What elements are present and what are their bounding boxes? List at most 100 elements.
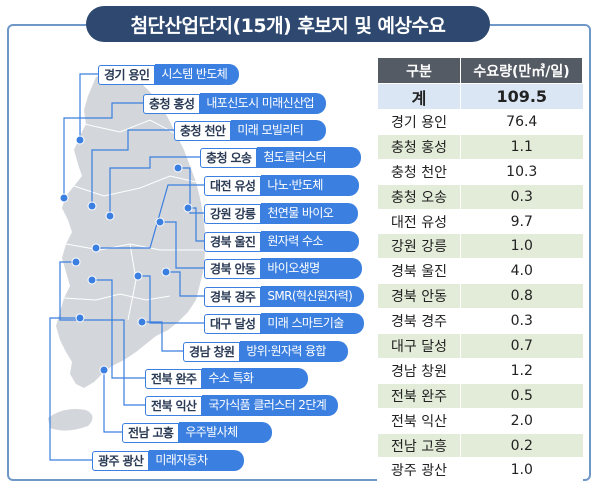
col-header-demand: 수요량(만㎥/일) (460, 57, 583, 84)
site-field: SMR(혁신원자력) (261, 286, 365, 307)
site-field: 우주발사체 (179, 422, 272, 443)
site-name: 대전 유성 (204, 175, 262, 196)
site-label: 경남 창원 방위·원자력 융합 (183, 341, 348, 362)
site-marker-dot (161, 267, 171, 277)
site-name: 경기 용인 (98, 64, 156, 85)
site-field: 첨도클러스터 (257, 147, 361, 168)
row-label: 충청 천안 (377, 159, 461, 185)
site-field: 바이오생명 (261, 258, 362, 279)
site-field: 국가식품 클러스터 2단계 (202, 395, 339, 416)
site-name: 전북 익산 (145, 395, 203, 416)
table-row: 경북 울진 4.0 (377, 258, 583, 285)
table-row: 전북 완주 0.5 (377, 383, 583, 409)
leader-line (103, 370, 122, 433)
table-row: 광주 광산 1.0 (377, 457, 583, 484)
row-label: 충청 오송 (377, 184, 461, 210)
site-name: 전북 완주 (145, 368, 203, 389)
site-field: 나노·반도체 (261, 175, 359, 196)
row-label: 경북 울진 (377, 258, 461, 285)
site-name: 전남 고흥 (122, 422, 180, 443)
leader-line (63, 102, 143, 198)
total-value: 109.5 (460, 83, 583, 110)
row-value: 9.7 (460, 209, 583, 235)
table-row: 대구 달성 0.7 (377, 333, 583, 359)
site-label: 전남 고흥 우주발사체 (122, 422, 272, 443)
site-marker-dot (59, 193, 69, 203)
site-name: 경북 울진 (204, 231, 262, 252)
site-label: 경북 안동 바이오생명 (204, 258, 362, 279)
leader-line (59, 261, 145, 406)
site-name: 대구 달성 (204, 313, 262, 334)
leader-line (138, 275, 204, 324)
page-title: 첨단산업단지(15개) 후보지 및 예상수요 (86, 6, 490, 42)
site-label: 경북 경주 SMR(혁신원자력) (204, 286, 365, 307)
row-value: 1.0 (460, 457, 583, 484)
row-label: 대구 달성 (377, 333, 461, 359)
table-row: 경북 경주 0.3 (377, 308, 583, 335)
row-label: 충청 홍성 (377, 134, 461, 160)
row-label: 대전 유성 (377, 209, 461, 235)
row-value: 4.0 (460, 258, 583, 285)
total-label: 계 (377, 83, 461, 110)
row-label: 광주 광산 (377, 457, 461, 484)
site-field: 원자력 수소 (261, 231, 359, 252)
site-name: 충청 홍성 (143, 93, 201, 114)
table-row: 경남 창원 1.2 (377, 358, 583, 384)
site-marker-dot (87, 201, 97, 211)
row-value: 0.3 (460, 308, 583, 335)
site-field: 미래자동차 (149, 450, 244, 471)
site-marker-dot (183, 203, 193, 213)
site-marker-dot (173, 163, 183, 173)
table-row: 충청 홍성 1.1 (377, 134, 583, 160)
site-label: 경북 울진 원자력 수소 (204, 231, 359, 252)
site-label: 전북 완주 수소 특화 (145, 368, 308, 389)
site-field: 미래 모빌리티 (231, 120, 326, 141)
row-label: 강원 강릉 (377, 233, 461, 260)
row-value: 76.4 (460, 109, 583, 135)
leader-line (91, 129, 174, 206)
site-marker-dot (105, 211, 115, 221)
col-header-category: 구분 (377, 57, 461, 84)
site-field: 방위·원자력 융합 (240, 341, 348, 362)
site-marker-dot (75, 313, 85, 323)
site-name: 강원 강릉 (204, 203, 262, 224)
row-value: 0.7 (460, 333, 583, 359)
site-name: 경북 안동 (204, 258, 262, 279)
table-row: 전북 익산 2.0 (377, 408, 583, 434)
site-marker-dot (99, 365, 109, 375)
site-label: 강원 강릉 천연물 바이오 (204, 203, 358, 224)
table-row: 경북 안동 0.8 (377, 283, 583, 310)
row-value: 10.3 (460, 159, 583, 185)
site-label: 충청 오송 첨도클러스터 (200, 147, 361, 168)
leader-line (109, 156, 200, 216)
site-label: 대구 달성 미래 스마트기술 (204, 313, 364, 334)
demand-table: 구분 수요량(만㎥/일) 계 109.5 경기 용인 76.4 충청 홍성 1.1 충청… (377, 57, 583, 484)
site-field: 내포신도시 미래신산업 (200, 93, 326, 114)
leader-line (142, 321, 183, 352)
leader-line (160, 221, 204, 269)
site-label: 대전 유성 나노·반도체 (204, 175, 359, 196)
site-field: 시스템 반도체 (155, 64, 240, 85)
site-label: 충청 천안 미래 모빌리티 (174, 120, 326, 141)
site-marker-dot (155, 217, 165, 227)
table-row: 충청 천안 10.3 (377, 159, 583, 185)
leader-line (166, 271, 204, 297)
site-marker-dot (137, 317, 147, 327)
site-name: 충청 오송 (200, 147, 258, 168)
leader-line (96, 184, 204, 249)
row-value: 1.1 (460, 134, 583, 160)
site-label: 경기 용인 시스템 반도체 (98, 64, 240, 85)
site-field: 미래 스마트기술 (261, 313, 364, 334)
site-name: 경남 창원 (183, 341, 241, 362)
site-marker-dot (87, 275, 97, 285)
site-name: 경북 경주 (204, 286, 262, 307)
leader-line (178, 167, 204, 214)
row-value: 0.8 (460, 283, 583, 310)
map-jeju (48, 409, 93, 431)
row-label: 경북 경주 (377, 308, 461, 335)
table-row: 경기 용인 76.4 (377, 109, 583, 135)
row-label: 경기 용인 (377, 109, 461, 135)
site-marker-dot (71, 257, 81, 267)
row-label: 경북 안동 (377, 283, 461, 310)
